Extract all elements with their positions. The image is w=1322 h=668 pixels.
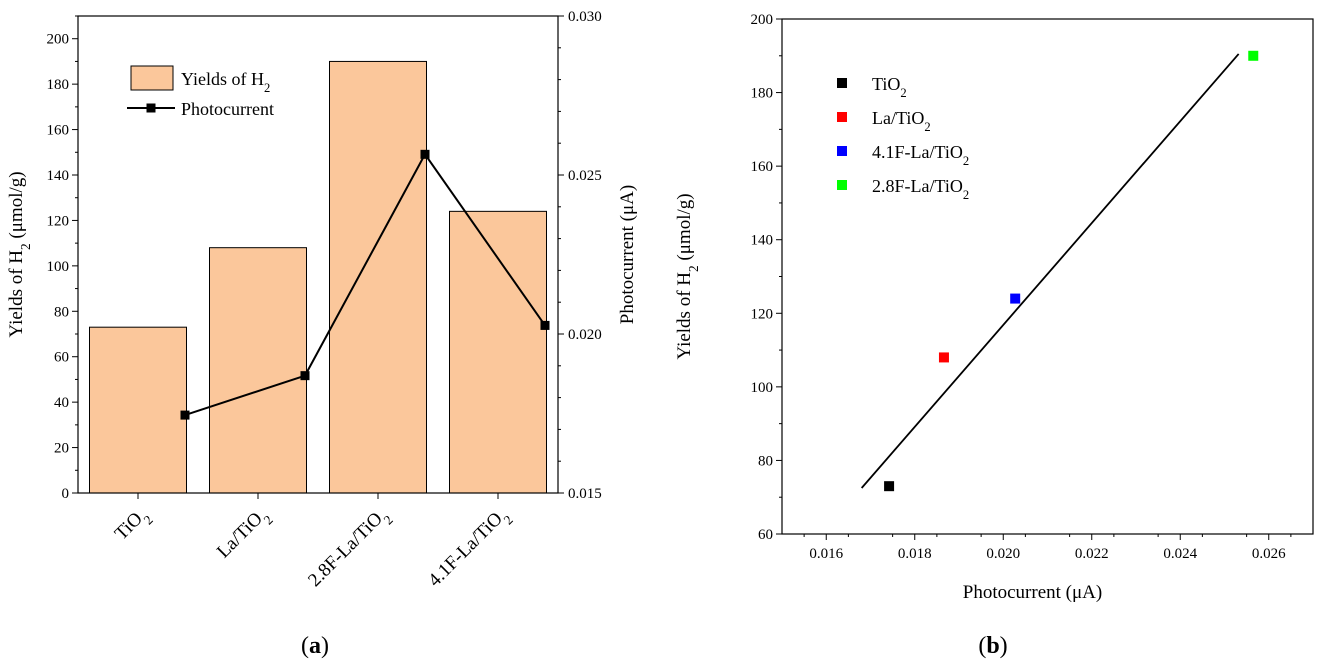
y2-axis-label: Photocurrent (μA)	[617, 185, 638, 324]
plot-frame	[77, 15, 559, 494]
y-tick-label: 100	[47, 259, 70, 275]
point-TiO2	[884, 481, 895, 492]
y-tick-label: 160	[751, 159, 774, 175]
photocurrent-point-TiO2	[180, 410, 190, 420]
legend-label-TiO2: TiO2	[872, 74, 907, 100]
y-tick-label: 80	[758, 453, 773, 469]
x-axis-label: Photocurrent (μA)	[963, 582, 1102, 603]
y2-tick-label: 0.030	[568, 9, 602, 25]
legend-label-2.8F-La/TiO2: 2.8F-La/TiO2	[872, 176, 969, 202]
y-tick-label: 120	[751, 306, 774, 322]
x-tick-label: 0.026	[1252, 546, 1286, 562]
category-label: 2.8F-La/TiO2	[304, 504, 395, 595]
point-2.8F-La/TiO2	[1248, 50, 1259, 61]
point-4.1F-La/TiO2	[1010, 293, 1021, 304]
x-tick-label: 0.016	[809, 546, 843, 562]
bar-2.8F-La/TiO2	[329, 60, 427, 494]
legend-line-marker	[146, 103, 156, 113]
plot-frame	[781, 18, 1314, 535]
bar-La/TiO2	[209, 247, 307, 494]
legend-bar-swatch	[130, 65, 174, 91]
y-axis-label: Yields of H2 (μmol/g)	[674, 193, 701, 359]
bar-TiO2	[89, 326, 187, 494]
category-label: La/TiO2	[213, 504, 276, 567]
y2-tick-label: 0.015	[568, 486, 602, 502]
y-tick-label: 200	[47, 32, 70, 48]
category-label: TiO2	[111, 504, 156, 549]
legend-swatch-2.8F-La/TiO2	[837, 180, 847, 190]
photocurrent-point-La/TiO2	[300, 371, 310, 381]
y-tick-label: 0	[62, 486, 70, 502]
photocurrent-line	[184, 152, 546, 417]
y-tick-label: 160	[47, 123, 70, 139]
legend-label-yields: Yields of H2	[181, 69, 270, 95]
photocurrent-point-2.8F-La/TiO2	[420, 149, 430, 159]
chart-b: 60 80 100 120 140 160 180 200 0.016 0.018 0.020 0.0…	[674, 12, 1314, 659]
fit-line	[860, 53, 1240, 489]
y-axis-label: Yields of H2 (μmol/g)	[6, 171, 33, 337]
point-La/TiO2	[938, 352, 949, 363]
bar-4.1F-La/TiO2	[449, 210, 547, 494]
legend-swatch-4.1F-La/TiO2	[837, 146, 847, 156]
x-tick-label: 0.024	[1163, 546, 1197, 562]
legend-label-La/TiO2: La/TiO2	[872, 108, 931, 134]
y-tick-label: 180	[751, 86, 774, 102]
y-tick-label: 60	[54, 350, 69, 366]
panel-label-a: (a)	[301, 633, 329, 659]
y-tick-label: 80	[54, 304, 69, 320]
y2-tick-label: 0.020	[568, 327, 602, 343]
photocurrent-point-4.1F-La/TiO2	[540, 320, 550, 330]
y-tick-label: 200	[751, 12, 774, 28]
y-tick-label: 60	[758, 527, 773, 543]
x-tick-label: 0.020	[986, 546, 1020, 562]
legend-swatch-La/TiO2	[837, 112, 847, 122]
y-tick-label: 140	[47, 168, 70, 184]
y2-tick-label: 0.025	[568, 168, 602, 184]
chart-a: 0 20 40 60 80 100 120 140 160 180 200 0.015 0.020 0.0…	[6, 9, 638, 659]
category-label: 4.1F-La/TiO2	[424, 504, 515, 595]
legend-label-4.1F-La/TiO2: 4.1F-La/TiO2	[872, 142, 969, 168]
y-tick-label: 100	[751, 380, 774, 396]
x-tick-label: 0.018	[898, 546, 932, 562]
legend-label-photocurrent: Photocurrent	[181, 99, 274, 119]
x-tick-label: 0.022	[1075, 546, 1109, 562]
legend-swatch-TiO2	[837, 78, 847, 88]
y-tick-label: 40	[54, 395, 69, 411]
panel-label-b: (b)	[978, 633, 1007, 659]
y-tick-label: 20	[54, 441, 69, 457]
y-tick-label: 140	[751, 233, 774, 249]
y-tick-label: 180	[47, 77, 70, 93]
y-tick-label: 120	[47, 213, 70, 229]
